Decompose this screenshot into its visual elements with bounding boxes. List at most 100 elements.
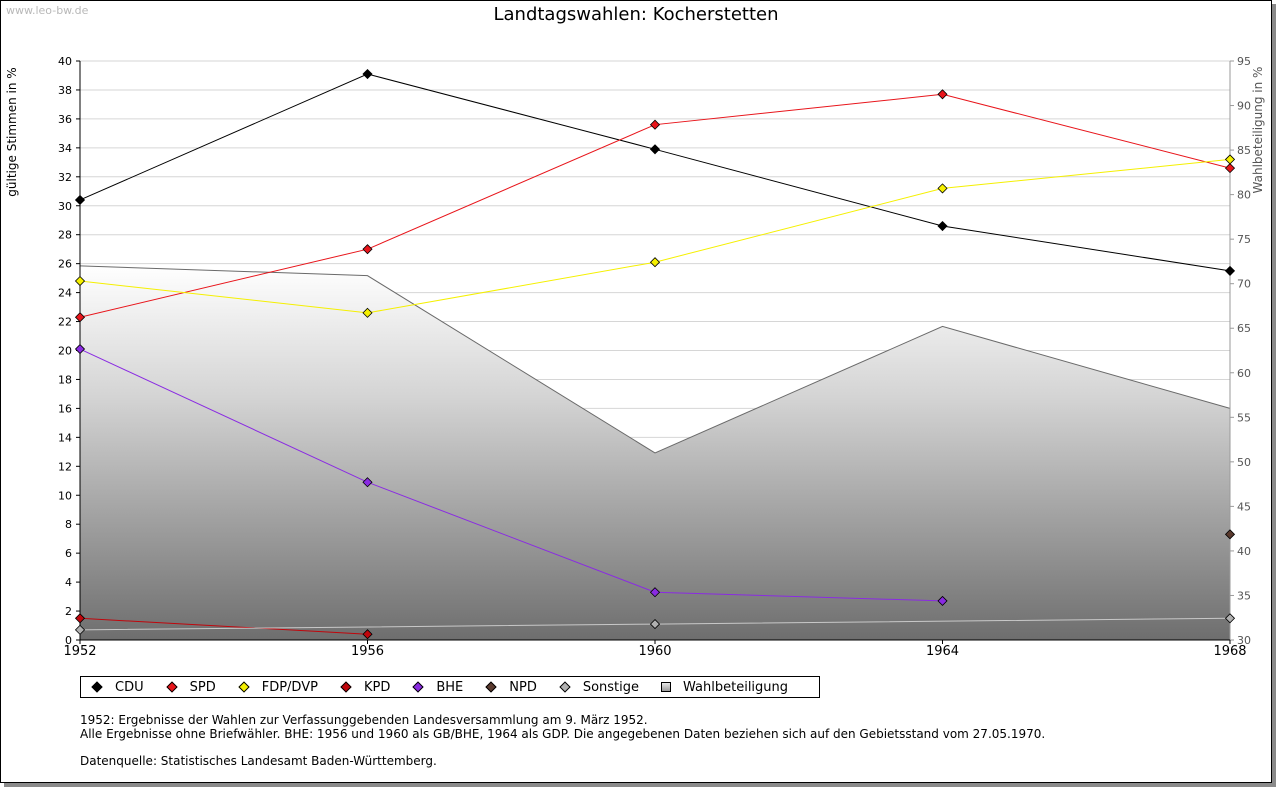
y-tick-label: 28 [58, 229, 72, 242]
point-cdu [1224, 265, 1236, 276]
y2-axis-label: Wahlbeteiligung in % [1251, 67, 1265, 194]
point-npd [1224, 529, 1236, 540]
series-line-cdu [79, 73, 1231, 272]
y-tick-label: 2 [65, 605, 72, 618]
legend-marker [559, 681, 571, 693]
point-cdu [649, 144, 661, 155]
legend-label: BHE [436, 679, 464, 695]
y2-tick-label: 55 [1237, 411, 1251, 424]
point-spd [937, 89, 948, 100]
x-tick-label: 1968 [1213, 644, 1246, 659]
legend-item-wahlbeteiligung: Wahlbeteiligung [661, 680, 788, 695]
series-line-bhe [79, 348, 943, 602]
point-spd [1224, 163, 1236, 174]
legend-item-kpd: KPD [340, 680, 390, 695]
legend-marker [412, 681, 424, 693]
y-tick-label: 0 [65, 634, 72, 647]
legend-item-cdu: CDU [91, 680, 144, 695]
y-tick-label: 26 [58, 258, 72, 271]
legend-label: KPD [363, 679, 391, 695]
y2-tick-label: 95 [1237, 55, 1251, 68]
point-fdp-dvp [362, 307, 373, 318]
point-fdp-dvp [1224, 154, 1236, 165]
point-sonstige [74, 624, 86, 635]
tick-labels: 0246810121416182022242628303234363840303… [58, 55, 1251, 659]
legend-label: Sonstige [582, 679, 640, 695]
y-tick-label: 36 [58, 113, 72, 126]
y2-tick-label: 85 [1237, 144, 1251, 157]
y-tick-label: 8 [65, 518, 72, 531]
point-spd [362, 244, 373, 255]
notes: 1952: Ergebnisse der Wahlen zur Verfassu… [80, 713, 1045, 768]
note-line-2: Alle Ergebnisse ohne Briefwähler. BHE: 1… [80, 727, 1046, 741]
legend: CDU SPD FDP/DVP KPD BHE NPD Sonstige Wah… [80, 676, 820, 698]
y2-tick-label: 65 [1237, 322, 1251, 335]
y-tick-label: 12 [58, 460, 72, 473]
y-tick-label: 10 [58, 489, 72, 502]
y-tick-label: 38 [58, 84, 72, 97]
turnout-area [79, 265, 1231, 640]
legend-marker [165, 681, 178, 693]
point-kpd [74, 613, 86, 624]
y2-tick-label: 40 [1237, 545, 1251, 558]
x-tick-label: 1952 [63, 644, 96, 659]
point-cdu [362, 68, 373, 80]
legend-label: SPD [189, 679, 216, 695]
point-sonstige [649, 619, 661, 630]
y-tick-label: 4 [65, 576, 72, 589]
y-tick-label: 14 [58, 431, 72, 444]
y-tick-label: 22 [58, 316, 72, 329]
legend-marker [91, 681, 103, 693]
point-fdp-dvp [649, 257, 661, 268]
point-bhe [649, 587, 661, 598]
point-fdp-dvp [937, 183, 948, 194]
x-tick-label: 1956 [351, 644, 384, 659]
point-cdu [937, 220, 948, 232]
y2-tick-label: 45 [1237, 500, 1251, 513]
x-tick-label: 1964 [926, 644, 959, 659]
point-bhe [74, 343, 86, 355]
y-tick-label: 34 [58, 142, 72, 155]
point-cdu [74, 194, 86, 206]
chart-svg: 0246810121416182022242628303234363840303… [5, 55, 1265, 659]
legend-item-fdp: FDP/DVP [238, 680, 318, 695]
legend-label: Wahlbeteiligung [683, 679, 789, 695]
point-spd [649, 119, 661, 130]
y-tick-label: 18 [58, 373, 72, 386]
legend-label: NPD [509, 679, 537, 695]
legend-marker [485, 681, 497, 693]
y2-tick-label: 75 [1237, 233, 1251, 246]
legend-swatch [661, 682, 672, 692]
point-spd [74, 312, 86, 323]
legend-item-spd: SPD [165, 679, 216, 695]
point-bhe [937, 595, 948, 606]
turnout-area-edge [79, 265, 1231, 454]
point-bhe [362, 477, 373, 488]
y-tick-label: 20 [58, 345, 72, 358]
point-fdp-dvp [74, 275, 86, 287]
y-axis-label: gültige Stimmen in % [5, 67, 19, 196]
y2-tick-label: 50 [1237, 456, 1251, 469]
y-tick-label: 40 [58, 55, 72, 68]
legend-label: FDP/DVP [261, 679, 318, 695]
legend-marker [340, 681, 352, 693]
y-tick-label: 16 [58, 402, 72, 415]
series-line-kpd [79, 617, 368, 635]
y-tick-label: 24 [58, 287, 72, 300]
y-tick-label: 30 [58, 200, 72, 213]
y-tick-label: 32 [58, 171, 72, 184]
y2-tick-label: 90 [1237, 100, 1251, 113]
y2-tick-label: 80 [1237, 189, 1251, 202]
note-line-1: 1952: Ergebnisse der Wahlen zur Verfassu… [80, 713, 648, 727]
x-tick-label: 1960 [638, 644, 671, 659]
note-source: Datenquelle: Statistisches Landesamt Bad… [80, 754, 437, 768]
y2-tick-label: 60 [1237, 367, 1251, 380]
point-sonstige [1224, 613, 1236, 624]
y2-tick-label: 30 [1237, 634, 1251, 647]
watermark: www.leo-bw.de [6, 4, 89, 17]
legend-item-bhe: BHE [412, 680, 463, 695]
y2-tick-label: 35 [1237, 589, 1251, 602]
y-tick-label: 6 [65, 547, 72, 560]
legend-item-npd: NPD [485, 680, 537, 695]
series-lines [74, 68, 1236, 640]
